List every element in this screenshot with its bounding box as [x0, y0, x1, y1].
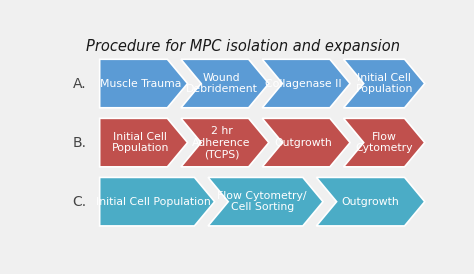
Text: Initial Cell
Population: Initial Cell Population [356, 73, 413, 94]
Polygon shape [181, 118, 269, 167]
Polygon shape [344, 59, 425, 108]
Polygon shape [316, 177, 425, 226]
Polygon shape [181, 59, 269, 108]
Text: Muscle Trauma: Muscle Trauma [100, 79, 181, 89]
Text: B.: B. [73, 136, 86, 150]
Polygon shape [100, 59, 188, 108]
Text: Flow Cytometry/
Cell Sorting: Flow Cytometry/ Cell Sorting [218, 191, 307, 212]
Text: Outgrowth: Outgrowth [274, 138, 332, 148]
Polygon shape [208, 177, 323, 226]
Text: 2 hr
Adherence
(TCPS): 2 hr Adherence (TCPS) [192, 126, 251, 159]
Text: Outgrowth: Outgrowth [342, 197, 400, 207]
Text: Procedure for MPC isolation and expansion: Procedure for MPC isolation and expansio… [86, 39, 400, 54]
Polygon shape [100, 177, 215, 226]
Text: Wound
Debridement: Wound Debridement [186, 73, 257, 94]
Text: C.: C. [73, 195, 87, 209]
Polygon shape [344, 118, 425, 167]
Text: Flow
Cytometry: Flow Cytometry [356, 132, 413, 153]
Text: Initial Cell
Population: Initial Cell Population [111, 132, 169, 153]
Text: A.: A. [73, 76, 86, 90]
Polygon shape [262, 59, 350, 108]
Polygon shape [100, 118, 188, 167]
Text: Collagenase II: Collagenase II [264, 79, 341, 89]
Polygon shape [262, 118, 350, 167]
Text: Initial Cell Population: Initial Cell Population [97, 197, 211, 207]
